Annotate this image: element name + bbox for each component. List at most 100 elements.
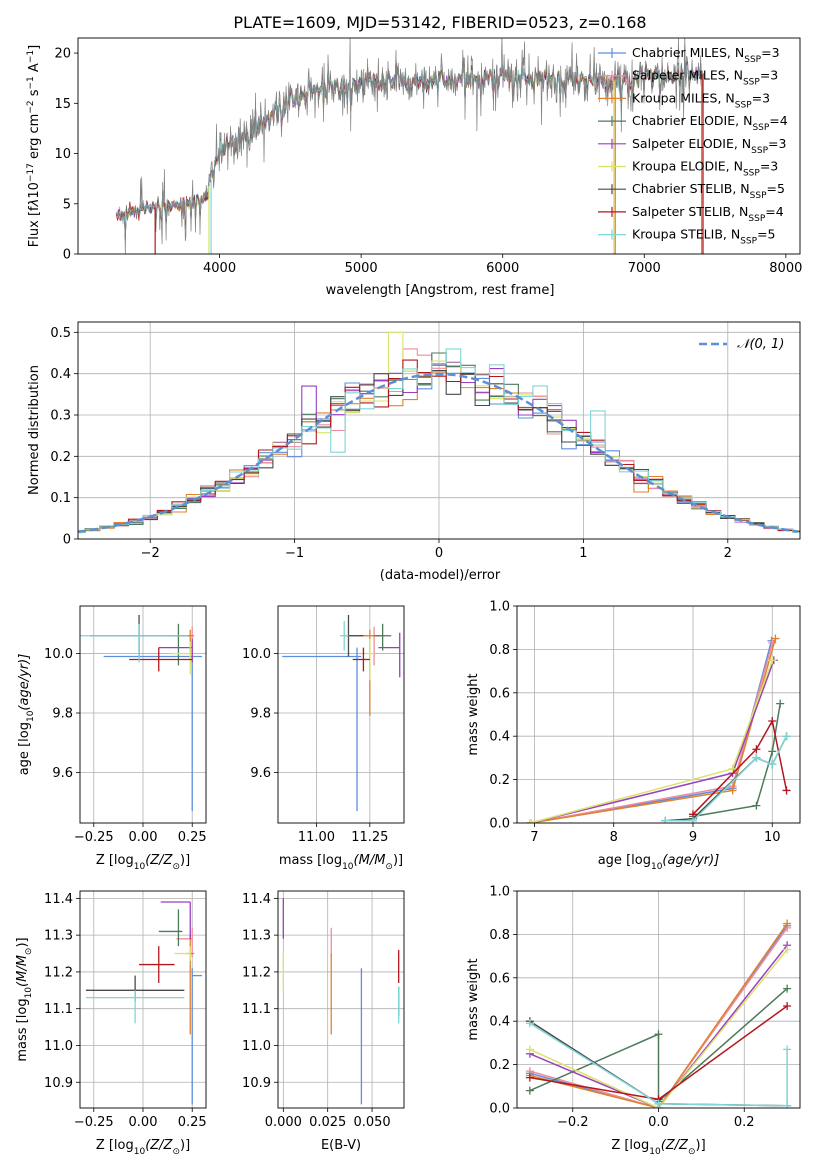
y-axis-label: mass [log10(M/M⊙)] bbox=[15, 937, 34, 1061]
mass-weight-marker bbox=[728, 786, 737, 795]
y-tick-label: 20 bbox=[54, 47, 71, 62]
axes-frame bbox=[516, 605, 801, 824]
label-part: 10 bbox=[27, 182, 42, 199]
y-tick-label: 11.4 bbox=[44, 892, 73, 907]
x-tick-label: 0.2 bbox=[734, 1115, 755, 1130]
x-tick-label: 11.00 bbox=[298, 830, 335, 845]
y-tick-label: 9.8 bbox=[52, 707, 73, 722]
y-tick-label: 0.2 bbox=[489, 773, 510, 788]
mass-weight-marker bbox=[752, 753, 761, 762]
label-part: Z [log bbox=[96, 1138, 134, 1153]
y-tick-label: 11.1 bbox=[242, 1002, 271, 1017]
label-part: Z [log bbox=[611, 1138, 649, 1153]
label-part: Kroupa ELODIE, N bbox=[632, 159, 743, 174]
axes-frame bbox=[77, 321, 801, 540]
normal-distribution-curve bbox=[78, 372, 798, 534]
label-part: (age/yr)] bbox=[17, 654, 32, 711]
y-tick-label: 1.0 bbox=[489, 885, 510, 900]
mass-weight-line bbox=[692, 703, 781, 818]
label-part: A bbox=[27, 63, 42, 76]
x-tick-label: 2 bbox=[724, 546, 732, 561]
mass-weight-marker bbox=[752, 801, 761, 810]
plot-area bbox=[282, 614, 401, 812]
label-part: (M/M bbox=[15, 955, 30, 987]
x-tick-label: −0.25 bbox=[74, 1115, 114, 1130]
label-part: age [log bbox=[17, 722, 32, 775]
y-tick-label: 9.6 bbox=[52, 766, 73, 781]
figure-title: PLATE=1609, MJD=53142, FIBERID=0523, z=0… bbox=[233, 13, 646, 32]
x-tick-label: 0 bbox=[435, 546, 443, 561]
label-part: Z [log bbox=[96, 853, 134, 868]
label-part: )] bbox=[393, 853, 403, 868]
mass-weight-line bbox=[665, 735, 788, 822]
y-tick-label: 0.4 bbox=[50, 367, 71, 382]
mass-weight-line bbox=[529, 923, 788, 1108]
x-tick-label: −2 bbox=[141, 546, 160, 561]
legend-entry-label: Chabrier STELIB, NSSP=5 bbox=[632, 181, 785, 201]
x-tick-label: 8000 bbox=[769, 261, 802, 276]
histogram-step-line bbox=[78, 359, 800, 533]
label-part: ⊙ bbox=[385, 862, 393, 872]
mass-weight-marker bbox=[768, 717, 777, 726]
y-tick-label: 0.0 bbox=[489, 1102, 510, 1117]
label-part: 10 bbox=[651, 862, 663, 872]
label-part: 10 bbox=[649, 1147, 661, 1157]
label-part: ⊙ bbox=[688, 1147, 696, 1157]
mass-weight-marker bbox=[525, 1045, 534, 1054]
label-part: =3 bbox=[760, 68, 778, 83]
label-part: (Z/Z bbox=[145, 853, 173, 868]
mass-weight-line bbox=[529, 949, 788, 1108]
label-part: 10 bbox=[26, 710, 36, 722]
y-tick-label: 0.2 bbox=[50, 450, 71, 465]
legend-entry-label: Salpeter ELODIE, NSSP=3 bbox=[632, 136, 786, 156]
y-tick-label: 0.3 bbox=[50, 409, 71, 424]
label-part: −1 bbox=[26, 76, 36, 89]
x-tick-label: 0.000 bbox=[265, 1115, 302, 1130]
label-part: (age/yr)] bbox=[662, 853, 719, 868]
label-part: )] bbox=[696, 1138, 706, 1153]
label-part: 10 bbox=[24, 987, 34, 999]
label-part: s bbox=[27, 89, 42, 100]
label-part: =4 bbox=[769, 113, 787, 128]
label-part: =5 bbox=[767, 181, 785, 196]
mass-weight-marker bbox=[783, 945, 792, 954]
y-tick-label: 10.9 bbox=[44, 1076, 73, 1091]
label-part: age [log bbox=[598, 853, 651, 868]
label-part: mass [log bbox=[15, 998, 30, 1061]
chart-massweight_vs_Z: −0.2 0.0 0.2 0.0 0.2 0.4 0.6 0.8 1.0 Z [log10(Z/Z… bbox=[466, 885, 801, 1157]
x-axis-label: Z [log10(Z/Z⊙)] bbox=[611, 1138, 705, 1157]
label-part: −2 bbox=[26, 100, 36, 113]
chart-mass_vs_ebv: 0.000 0.025 0.050 10.9 11.0 11.1 11.2 11.3 11.4 E… bbox=[242, 890, 405, 1153]
label-part: SSP bbox=[752, 123, 769, 133]
y-tick-label: 0.5 bbox=[50, 326, 71, 341]
mass-weight-line bbox=[530, 642, 774, 823]
y-tick-label: 11.4 bbox=[242, 892, 271, 907]
y-tick-label: 1.0 bbox=[489, 600, 510, 615]
chart-age_vs_mass: 11.00 11.25 9.6 9.8 10.0 mass [log10(M/M⊙)] bbox=[242, 605, 405, 872]
plot-area bbox=[282, 898, 400, 1105]
y-tick-label: 0 bbox=[63, 533, 71, 548]
y-tick-label: 0.2 bbox=[489, 1058, 510, 1073]
y-axis-label: mass weight bbox=[466, 958, 481, 1040]
y-tick-label: 5 bbox=[63, 197, 71, 212]
label-part: mass [log bbox=[279, 853, 342, 868]
y-tick-label: 10.0 bbox=[44, 647, 73, 662]
x-tick-label: 9 bbox=[689, 830, 697, 845]
mass-weight-marker bbox=[688, 816, 697, 823]
y-tick-label: 0.6 bbox=[489, 686, 510, 701]
x-tick-label: −1 bbox=[285, 546, 304, 561]
label-part: Chabrier MILES, N bbox=[632, 45, 744, 60]
label-part: SSP bbox=[751, 146, 768, 156]
mass-weight-marker bbox=[525, 1073, 534, 1082]
x-tick-label: −0.25 bbox=[74, 830, 114, 845]
label-part: =3 bbox=[760, 159, 778, 174]
mass-weight-line bbox=[530, 660, 774, 823]
x-tick-label: 7000 bbox=[628, 261, 661, 276]
y-tick-label: 11.3 bbox=[44, 929, 73, 944]
x-axis-label: Z [log10(Z/Z⊙)] bbox=[96, 1138, 190, 1157]
mass-weight-line bbox=[530, 660, 775, 823]
label-part: (Z/Z bbox=[661, 1138, 689, 1153]
x-tick-label: 8 bbox=[610, 830, 618, 845]
y-tick-label: 0.4 bbox=[489, 730, 510, 745]
